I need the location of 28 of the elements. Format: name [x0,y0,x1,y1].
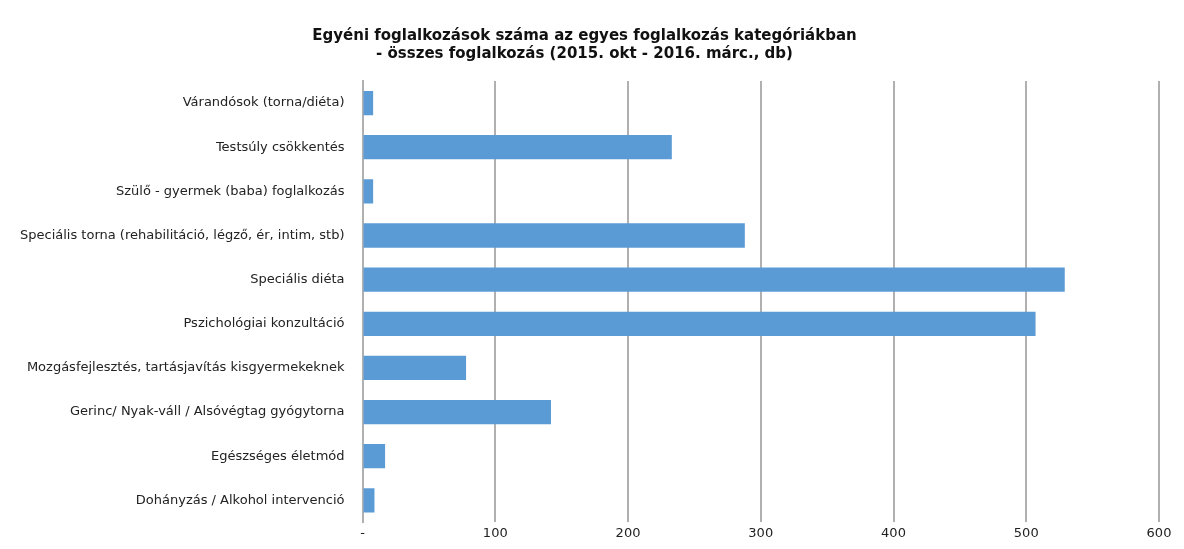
y-tick-label: Egészséges életmód [210,447,345,463]
x-tick-label: 200 [615,524,641,540]
bar [363,90,374,116]
y-tick-label: Testsúly csökkentés [214,138,345,154]
y-tick-label: Mozgásfejlesztés, tartásjavítás kisgyermekeknek [26,359,345,375]
y-tick-label: Dohányzás / Alkohol intervenció [135,491,345,507]
y-tick-label: Szülő - gyermek (baba) foglalkozás [116,182,345,198]
y-tick-label: Speciális diéta [250,271,345,287]
y-tick-label: Gerinc/ Nyak-váll / Alsóvégtag gyógytorna [69,403,345,419]
bar [363,223,745,248]
bar [363,488,375,513]
bar [363,267,1065,292]
bar [363,311,1036,336]
x-tick-label: 500 [1013,524,1039,540]
y-tick-label: Pszichológiai konzultáció [183,315,345,331]
bar [363,355,467,381]
y-tick-label: Várandósok (torna/diéta) [182,94,345,110]
x-tick-label: - [360,524,366,540]
x-tick-label: 600 [1146,524,1172,540]
y-tick-label: Speciális torna (rehabilitáció, légző, ér, intim, stb) [19,226,345,242]
x-tick-label: 100 [482,524,508,540]
bar [363,444,386,469]
x-tick-label: 400 [881,524,906,540]
bar [363,135,672,160]
chart-title: Egyéni foglalkozások száma az egyes foglalkozás kategóriákban - összes foglalkozás (2015. okt - 2016. márc., db) [312,25,857,62]
bar [363,179,374,204]
x-tick-label: 300 [748,524,774,540]
bar [363,399,552,425]
